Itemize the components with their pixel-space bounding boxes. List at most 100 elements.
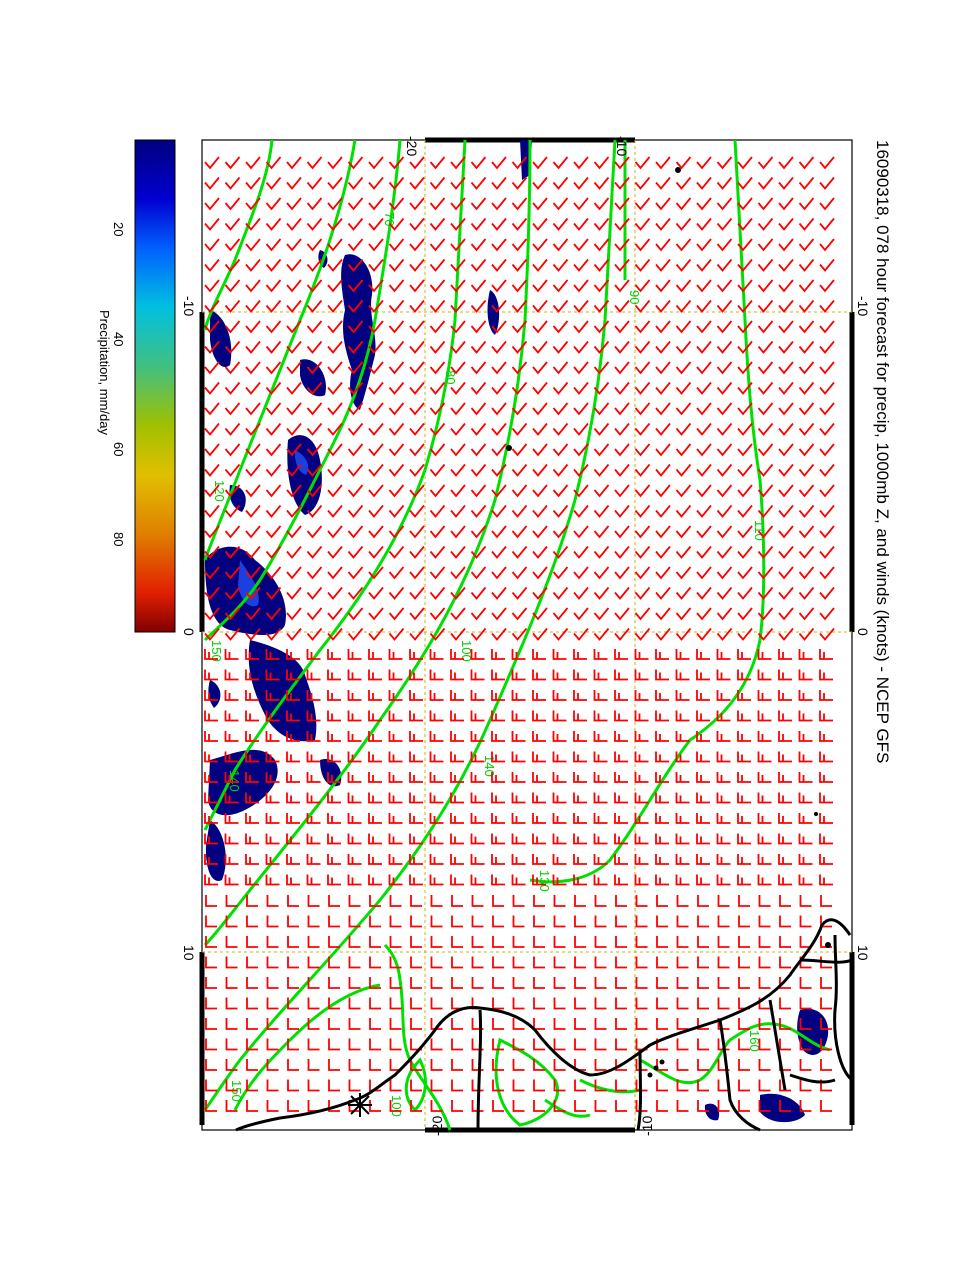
wind-barb-icon	[819, 197, 835, 211]
wind-barb-icon	[696, 258, 712, 272]
wind-barb-icon	[533, 997, 545, 1010]
wind-barb-icon	[738, 977, 750, 989]
wind-barb-icon	[676, 915, 689, 928]
wind-barb-icon	[615, 1018, 627, 1030]
wind-barb-icon	[286, 197, 302, 211]
wind-barb-icon	[266, 997, 279, 1010]
wind-barb-icon	[593, 340, 610, 354]
wind-barb-icon	[491, 299, 507, 313]
wind-barb-icon	[470, 402, 487, 416]
wind-barb-icon	[635, 1059, 648, 1071]
wind-barb-icon	[286, 484, 302, 498]
wind-barb-icon	[245, 710, 259, 722]
wind-barb-icon	[429, 854, 444, 865]
wind-barb-icon	[614, 422, 630, 436]
wind-barb-icon	[675, 833, 690, 845]
wind-barb-icon	[798, 361, 815, 375]
wind-barb-icon	[286, 525, 302, 539]
wind-barb-icon	[819, 422, 835, 436]
wind-barb-icon	[656, 915, 668, 928]
wind-barb-icon	[675, 238, 692, 252]
wind-barb-icon	[327, 176, 343, 190]
wind-barb-icon	[470, 813, 485, 824]
wind-barb-icon	[409, 792, 423, 804]
wind-barb-icon	[574, 936, 586, 948]
wind-barb-icon	[245, 463, 261, 477]
wind-barb-icon	[614, 772, 628, 783]
wind-barb-icon	[451, 1059, 463, 1071]
wind-barb-icon	[655, 320, 671, 334]
wind-barb-icon	[430, 1018, 443, 1030]
wind-barb-icon	[656, 997, 668, 1010]
wind-barb-icon	[451, 1100, 463, 1112]
wind-barb-icon	[204, 545, 220, 559]
wind-barb-icon	[245, 156, 261, 170]
wind-barb-icon	[204, 361, 220, 375]
wind-barb-icon	[265, 792, 280, 804]
wind-barb-icon	[492, 1100, 504, 1112]
wind-barb-icon	[306, 854, 321, 865]
wind-barb-icon	[614, 258, 630, 272]
wind-barb-icon	[470, 463, 487, 477]
wind-barb-icon	[757, 669, 772, 681]
wind-barb-icon	[224, 320, 241, 334]
wind-barb-icon	[204, 238, 220, 252]
wind-barb-icon	[675, 484, 692, 498]
wind-barb-icon	[265, 402, 282, 416]
wind-barb-icon	[204, 690, 218, 701]
wind-barb-icon	[594, 936, 607, 948]
wind-barb-icon	[409, 813, 423, 824]
wind-barb-icon	[798, 340, 815, 354]
wind-barb-icon	[429, 258, 446, 272]
wind-barb-icon	[491, 833, 505, 845]
wind-barb-icon	[758, 1018, 771, 1030]
wind-barb-icon	[552, 361, 569, 375]
wind-barb-icon	[779, 1018, 791, 1030]
lat-tick-right: -20	[429, 1116, 445, 1136]
wind-barb-icon	[471, 977, 484, 989]
colorbar-ticks: 20 40 60 80	[111, 222, 126, 546]
wind-barb-icon	[634, 772, 649, 783]
wind-barb-icon	[532, 504, 548, 518]
wind-barb-icon	[429, 504, 446, 518]
wind-barb-icon	[552, 627, 569, 641]
wind-barb-icon	[696, 649, 710, 660]
wind-barb-icon	[655, 443, 671, 457]
wind-barb-icon	[757, 217, 774, 231]
wind-barb-icon	[450, 320, 466, 334]
wind-barb-icon	[368, 340, 384, 354]
wind-barb-icon	[389, 1100, 402, 1112]
wind-barb-icon	[574, 1079, 586, 1092]
wind-barb-icon	[738, 1079, 750, 1092]
wind-barb-icon	[347, 504, 364, 518]
wind-barb-icon	[716, 710, 731, 722]
wind-barb-icon	[511, 361, 528, 375]
wind-barb-icon	[470, 854, 485, 865]
wind-barb-icon	[573, 566, 589, 580]
wind-barb-icon	[553, 915, 566, 928]
wind-barb-icon	[204, 279, 220, 293]
wind-barb-icon	[614, 463, 630, 477]
wind-barb-icon	[615, 895, 627, 907]
wind-barb-icon	[409, 463, 425, 477]
wind-barb-icon	[511, 525, 528, 539]
wind-barb-icon	[369, 956, 381, 969]
wind-barb-icon	[470, 381, 487, 395]
wind-barb-icon	[634, 176, 651, 190]
wind-barb-icon	[758, 915, 771, 928]
wind-barb-icon	[532, 649, 546, 660]
wind-barb-icon	[696, 320, 712, 334]
wind-barb-icon	[573, 545, 589, 559]
wind-barb-icon	[696, 607, 712, 621]
wind-barb-icon	[347, 340, 364, 354]
wind-barb-icon	[553, 1079, 566, 1092]
wind-barb-icon	[368, 690, 382, 701]
wind-barb-icon	[696, 545, 712, 559]
wind-barb-icon	[573, 504, 589, 518]
wind-barb-icon	[388, 176, 405, 190]
wind-barb-icon	[224, 217, 241, 231]
wind-barb-icon	[224, 710, 239, 722]
wind-barb-icon	[778, 586, 794, 600]
wind-barb-icon	[614, 833, 628, 845]
wind-barb-icon	[675, 463, 692, 477]
